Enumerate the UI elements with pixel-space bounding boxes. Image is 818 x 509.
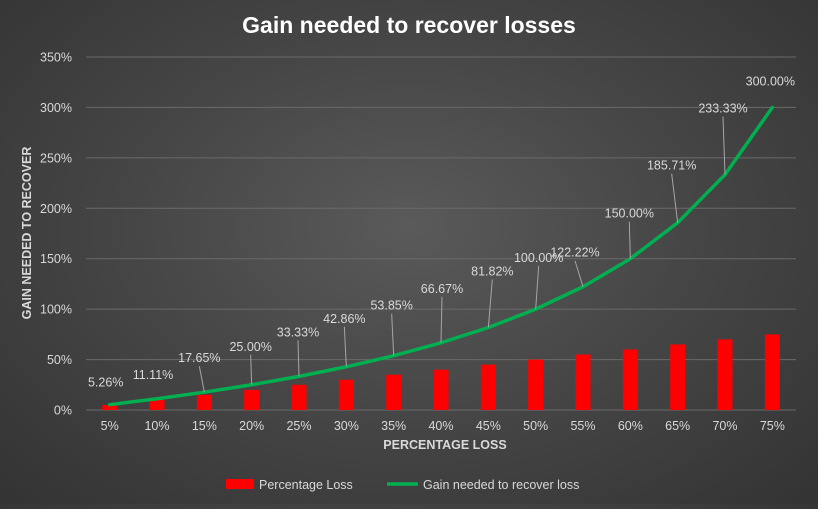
data-label: 42.86% bbox=[323, 312, 365, 326]
x-tick-label: 30% bbox=[334, 419, 359, 433]
label-leader-line bbox=[722, 116, 726, 175]
label-leader-line bbox=[574, 260, 584, 287]
y-tick-label: 350% bbox=[40, 51, 72, 65]
data-label: 53.85% bbox=[370, 299, 412, 313]
bar bbox=[528, 359, 544, 410]
legend-label-percentage-loss: Percentage Loss bbox=[259, 478, 353, 492]
data-label: 5.26% bbox=[88, 376, 123, 390]
y-tick-label: 0% bbox=[54, 404, 72, 418]
x-tick-label: 5% bbox=[101, 419, 119, 433]
bar bbox=[244, 389, 260, 410]
data-label: 25.00% bbox=[229, 340, 271, 354]
legend: Percentage Loss Gain needed to recover l… bbox=[226, 478, 579, 492]
x-tick-label: 70% bbox=[712, 419, 737, 433]
y-tick-label: 50% bbox=[47, 353, 72, 367]
label-leader-line bbox=[343, 326, 347, 367]
bar bbox=[386, 374, 402, 410]
x-tick-label: 65% bbox=[665, 419, 690, 433]
data-label: 233.33% bbox=[698, 102, 747, 116]
bar bbox=[149, 399, 165, 410]
label-leader-line bbox=[535, 266, 540, 310]
x-tick-label: 35% bbox=[381, 419, 406, 433]
bar-series bbox=[102, 334, 780, 410]
label-leader-line bbox=[250, 354, 253, 385]
bar bbox=[338, 379, 354, 410]
bar bbox=[622, 349, 638, 410]
label-leader-line bbox=[671, 173, 679, 223]
data-label: 81.82% bbox=[471, 264, 513, 278]
y-tick-label: 150% bbox=[40, 252, 72, 266]
x-tick-label: 40% bbox=[428, 419, 453, 433]
gridlines bbox=[86, 56, 796, 411]
data-label: 150.00% bbox=[605, 207, 654, 221]
y-tick-label: 100% bbox=[40, 303, 72, 317]
data-label: 17.65% bbox=[178, 351, 220, 365]
data-label: 122.22% bbox=[550, 246, 599, 260]
data-label: 300.00% bbox=[746, 74, 795, 88]
bar bbox=[433, 369, 449, 410]
x-tick-label: 25% bbox=[286, 419, 311, 433]
bar bbox=[196, 394, 212, 410]
bar bbox=[575, 354, 591, 410]
bar bbox=[717, 339, 733, 410]
bar bbox=[764, 334, 780, 410]
label-leader-lines bbox=[198, 116, 726, 393]
x-tick-label: 15% bbox=[192, 419, 217, 433]
x-tick-label: 20% bbox=[239, 419, 264, 433]
data-labels: 5.26% 11.11% 17.65% 25.00% 33.33% 42.86% 53.85… bbox=[88, 74, 795, 389]
label-leader-line bbox=[628, 221, 631, 259]
legend-label-gain-needed: Gain needed to recover loss bbox=[423, 478, 579, 492]
label-leader-line bbox=[487, 279, 493, 328]
label-leader-line bbox=[391, 313, 395, 356]
bar bbox=[102, 404, 118, 410]
bar bbox=[670, 344, 686, 410]
bar bbox=[480, 364, 496, 410]
data-label: 185.71% bbox=[647, 159, 696, 173]
data-label: 100.00% bbox=[514, 251, 563, 265]
x-tick-label: 45% bbox=[476, 419, 501, 433]
data-label: 66.67% bbox=[421, 282, 463, 296]
data-label: 11.11% bbox=[133, 368, 174, 382]
label-leader-line bbox=[297, 340, 300, 377]
bar bbox=[291, 384, 307, 410]
x-tick-label: 10% bbox=[144, 419, 169, 433]
x-tick-label: 55% bbox=[570, 419, 595, 433]
data-label: 33.33% bbox=[277, 325, 319, 339]
y-tick-labels: 0% 50% 100% 150% 200% 250% 300% 350% bbox=[40, 51, 72, 418]
label-leader-line bbox=[440, 296, 443, 343]
x-tick-label: 60% bbox=[618, 419, 643, 433]
legend-swatch-percentage-loss bbox=[226, 479, 254, 489]
label-leader-line bbox=[198, 366, 205, 393]
x-tick-label: 75% bbox=[760, 419, 785, 433]
x-tick-label: 50% bbox=[523, 419, 548, 433]
x-axis-label: PERCENTAGE LOSS bbox=[383, 438, 506, 452]
y-tick-label: 300% bbox=[40, 101, 72, 115]
y-tick-label: 250% bbox=[40, 151, 72, 165]
y-axis-label: GAIN NEEDED TO RECOVER bbox=[20, 147, 34, 320]
x-tick-labels: 5% 10% 15% 20% 25% 30% 35% 40% 45% 50% 55% 60% 65% 70… bbox=[101, 419, 785, 433]
chart-title: Gain needed to recover losses bbox=[242, 12, 576, 38]
y-tick-label: 200% bbox=[40, 202, 72, 216]
